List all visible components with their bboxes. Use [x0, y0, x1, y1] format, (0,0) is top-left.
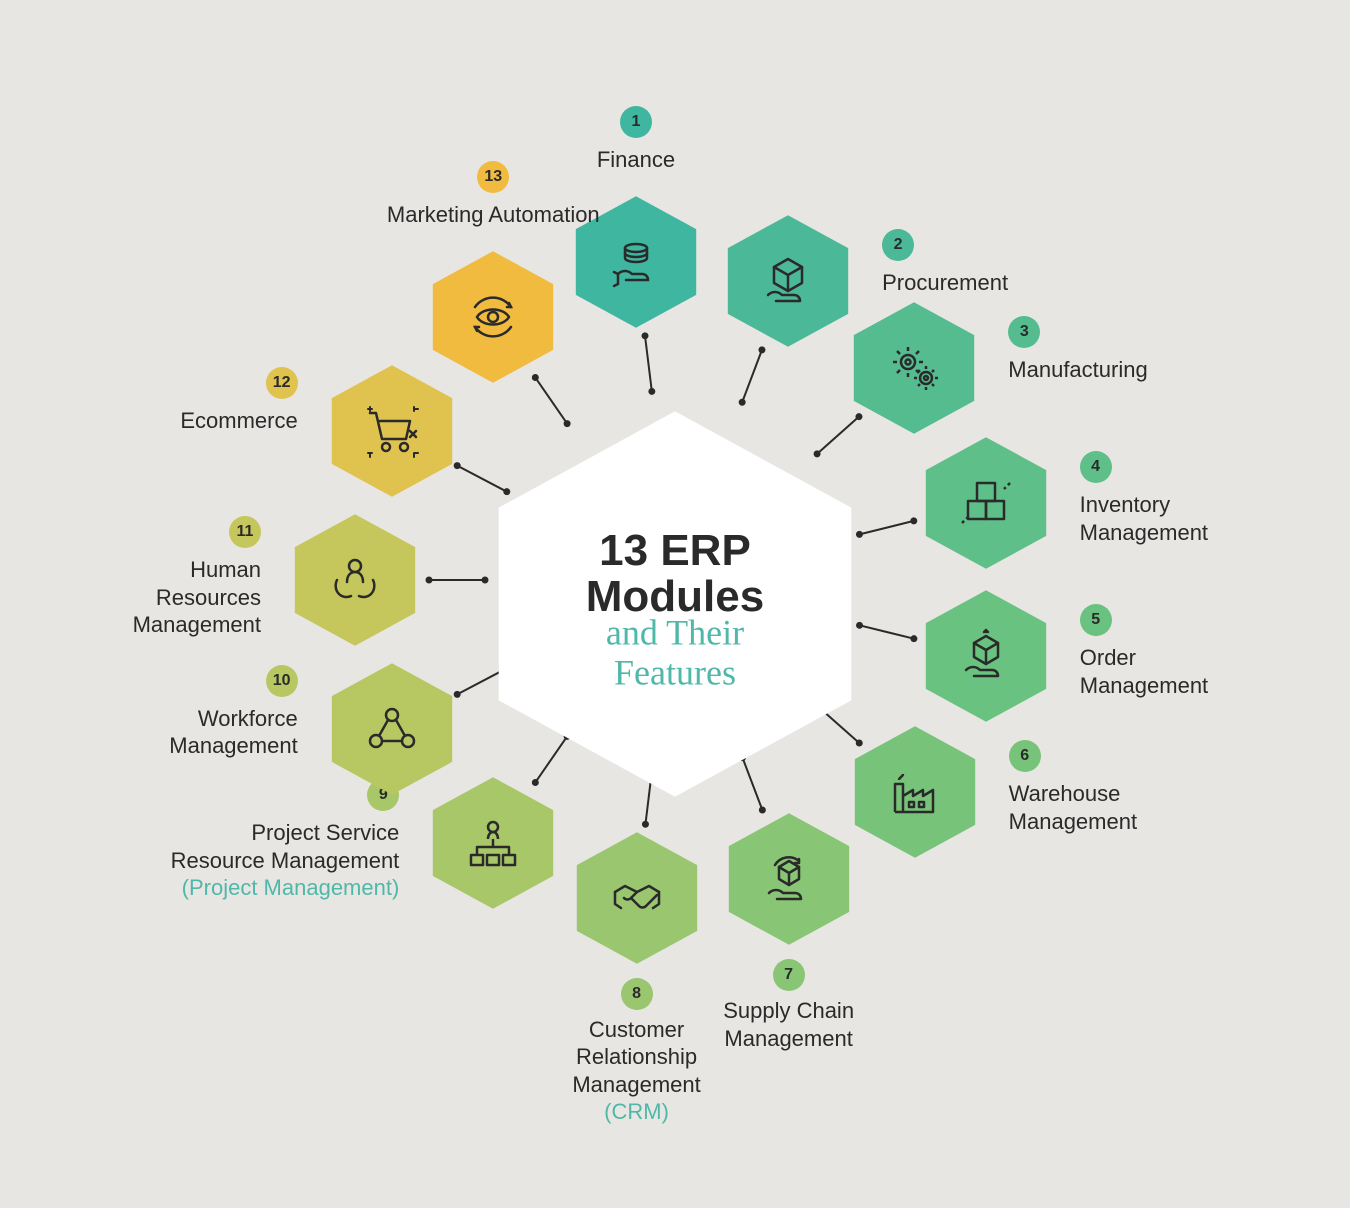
box-up-hand-icon [958, 628, 1014, 684]
module-label-13: Marketing Automation [373, 201, 613, 229]
box-hand-icon [760, 253, 816, 309]
module-10 [322, 659, 462, 799]
module-label-2: Procurement [882, 269, 1008, 297]
module-5 [916, 586, 1056, 726]
center-subtitle: and TheirFeatures [525, 614, 825, 693]
module-label-5: OrderManagement [1080, 644, 1208, 699]
module-badge-8: 8 [621, 978, 653, 1010]
center-hexagon: 13 ERPModules and TheirFeatures [485, 414, 865, 794]
module-label-4: InventoryManagement [1080, 491, 1208, 546]
module-11 [285, 510, 425, 650]
module-badge-13: 13 [477, 161, 509, 193]
module-label-1: Finance [516, 146, 756, 174]
module-2 [718, 211, 858, 351]
module-badge-5: 5 [1080, 604, 1112, 636]
module-badge-2: 2 [882, 229, 914, 261]
module-13 [423, 247, 563, 387]
module-badge-11: 11 [229, 516, 261, 548]
module-4 [916, 433, 1056, 573]
module-badge-12: 12 [266, 367, 298, 399]
module-label-6: WarehouseManagement [1009, 780, 1137, 835]
module-label-10: WorkforceManagement [169, 705, 297, 760]
module-label-12: Ecommerce [180, 407, 297, 435]
module-8 [567, 828, 707, 968]
factory-icon [887, 764, 943, 820]
module-label-11: HumanResourcesManagement [133, 556, 261, 639]
cycle-box-hand-icon [761, 851, 817, 907]
person-hands-icon [327, 552, 383, 608]
module-badge-4: 4 [1080, 451, 1112, 483]
center-title: 13 ERPModules [515, 527, 835, 619]
module-7 [719, 809, 859, 949]
gears-icon [886, 340, 942, 396]
module-label-8: CustomerRelationshipManagement(CRM) [507, 1016, 767, 1126]
module-3 [844, 298, 984, 438]
boxes-icon [958, 475, 1014, 531]
module-badge-10: 10 [266, 665, 298, 697]
network-icon [364, 701, 420, 757]
infographic-canvas: 13 ERPModules and TheirFeatures Finance1… [0, 0, 1350, 1208]
coins-hand-icon [608, 234, 664, 290]
module-label-3: Manufacturing [1008, 356, 1147, 384]
eye-cycle-icon [465, 289, 521, 345]
module-6 [845, 722, 985, 862]
module-badge-7: 7 [773, 959, 805, 991]
handshake-icon [609, 870, 665, 926]
org-chart-icon [465, 815, 521, 871]
module-badge-6: 6 [1009, 740, 1041, 772]
module-badge-3: 3 [1008, 316, 1040, 348]
module-label-9: Project ServiceResource Management(Proje… [171, 819, 400, 902]
cart-icon [364, 403, 420, 459]
